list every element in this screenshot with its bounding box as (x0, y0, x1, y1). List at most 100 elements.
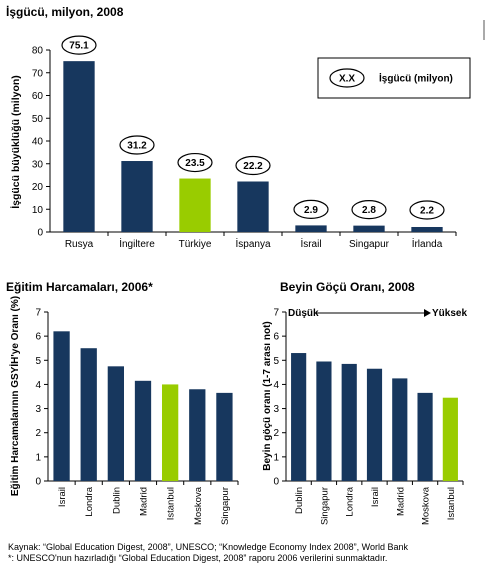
footnote: *: UNESCO'nun hazırladığı “Global Educat… (8, 553, 388, 563)
source-note: Kaynak: “Global Education Digest, 2008”,… (8, 542, 409, 552)
labor-force-value-oval (293, 199, 329, 220)
brain-drain-bar (417, 392, 433, 481)
labor-force-bar (353, 225, 385, 232)
labor-force-bar (63, 61, 95, 233)
brain-drain-bar (392, 378, 408, 481)
labor-force-chart: İşgücü, milyon, 2008 İşgücü büyüklüğü (m… (6, 4, 485, 250)
labor-force-value-label: 31.2 (127, 141, 147, 152)
education-expenditure-bar (80, 348, 97, 481)
education-expenditure-x-label: Moskova (193, 486, 204, 525)
education-expenditure-y-tick-label: 1 (35, 452, 41, 463)
labor-force-y-tick-label: 10 (32, 205, 44, 216)
brain-drain-low-label: Düşük (288, 308, 319, 319)
education-expenditure-chart: Eğitim Harcamaları, 2006* Eğitim Harcama… (6, 280, 239, 525)
brain-drain-y-tick-label: 6 (273, 332, 279, 343)
education-expenditure-x-label: Madrid (139, 487, 150, 516)
education-expenditure-y-tick-label: 2 (35, 428, 41, 439)
labor-force-y-tick-label: 60 (32, 91, 44, 102)
education-expenditure-x-label: Israil (57, 487, 68, 507)
brain-drain-arrow-head (424, 309, 431, 317)
labor-force-value-label: 22.2 (243, 161, 263, 172)
footer: Kaynak: “Global Education Digest, 2008”,… (8, 542, 488, 564)
brain-drain-x-label: Moskova (421, 486, 432, 525)
brain-drain-x-label: Singapur (319, 487, 330, 525)
labor-force-x-label: İrlanda (412, 237, 443, 250)
labor-force-value-oval (61, 35, 97, 55)
brain-drain-x-label-group: Madrid (395, 487, 406, 516)
brain-drain-x-label-group: Dublin (294, 487, 305, 514)
education-expenditure-y-axis-label: Eğitim Harcamalarının GSYİH'ye Oranı (%) (8, 296, 21, 496)
labor-force-y-tick-label: 30 (32, 159, 44, 170)
brain-drain-y-tick-label: 5 (273, 356, 279, 367)
education-expenditure-x-label-group: Singapur (220, 487, 231, 525)
brain-drain-bar (366, 368, 383, 481)
brain-drain-x-label: Dublin (294, 487, 305, 514)
education-expenditure-y-tick-label: 0 (35, 477, 41, 488)
brain-drain-y-tick-label: 7 (273, 308, 279, 319)
education-expenditure-x-label: Londra (84, 486, 95, 516)
education-expenditure-x-label: Singapur (220, 487, 231, 525)
labor-force-bar (237, 181, 269, 232)
brain-drain-bar (341, 363, 357, 481)
labor-force-y-tick-label: 70 (32, 68, 44, 79)
labor-force-value-oval (119, 135, 155, 155)
education-expenditure-bar (107, 366, 124, 481)
brain-drain-y-tick-label: 0 (273, 477, 279, 488)
labor-force-y-tick-label: 50 (32, 114, 44, 125)
labor-force-legend: X.X İşgücü (milyon) (317, 57, 471, 99)
brain-drain-chart-title: Beyin Göçü Oranı, 2008 (280, 280, 415, 294)
brain-drain-bar (316, 361, 332, 481)
education-expenditure-x-label-group: Moskova (193, 486, 204, 525)
education-expenditure-x-label-group: Istanbul (166, 487, 177, 520)
labor-force-y-tick-label: 0 (37, 228, 43, 239)
brain-drain-x-label-group: Singapur (319, 487, 330, 525)
labor-force-y-axis-label-text: İşgücü büyüklüğü (milyon) (9, 75, 22, 209)
labor-force-x-label: İsrail (300, 237, 321, 250)
education-expenditure-x-label-group: Londra (84, 486, 95, 516)
labor-force-bar (121, 161, 153, 232)
labor-force-y-tick-label: 40 (32, 137, 44, 148)
labor-force-x-label: İspanya (235, 237, 270, 250)
brain-drain-x-label-group: Israil (370, 487, 381, 507)
brain-drain-y-tick-label: 2 (273, 428, 279, 439)
education-expenditure-bar (162, 384, 179, 481)
labor-force-y-axis-label: İşgücü büyüklüğü (milyon) (9, 75, 22, 209)
labor-force-value-label: 75.1 (69, 41, 89, 52)
education-expenditure-bar (134, 380, 152, 481)
labor-force-x-label: Singapur (349, 239, 390, 250)
labor-force-bar (411, 226, 443, 232)
education-expenditure-x-label-group: Israil (57, 487, 68, 507)
legend-label: İşgücü (milyon) (379, 72, 453, 85)
brain-drain-y-axis-label-text: Beyin göçü oranı (1-7 arası not) (262, 321, 273, 470)
labor-force-bar (295, 225, 327, 232)
brain-drain-bar (291, 353, 307, 481)
education-expenditure-x-label-group: Dublin (111, 487, 122, 514)
brain-drain-y-tick-label: 3 (273, 404, 279, 415)
brain-drain-x-label-group: Istanbul (446, 487, 457, 520)
brain-drain-x-label: Madrid (395, 487, 406, 516)
brain-drain-x-label: Istanbul (446, 487, 457, 520)
brain-drain-chart: Beyin Göçü Oranı, 2008 Beyin göçü oranı … (262, 280, 467, 525)
brain-drain-y-tick-label: 1 (273, 452, 279, 463)
education-expenditure-x-label: Istanbul (166, 487, 177, 520)
brain-drain-high-label: Yüksek (432, 308, 467, 319)
brain-drain-x-label-group: Moskova (421, 486, 432, 525)
education-expenditure-y-tick-label: 7 (35, 308, 41, 319)
brain-drain-x-label-group: Londra (345, 486, 356, 516)
labor-force-value-oval (177, 152, 213, 173)
education-expenditure-bar (189, 389, 206, 481)
education-expenditure-x-label: Dublin (111, 487, 122, 514)
education-expenditure-bar (216, 392, 233, 481)
labor-force-value-label: 2.9 (304, 205, 318, 216)
brain-drain-y-axis-label: Beyin göçü oranı (1-7 arası not) (262, 321, 273, 470)
education-expenditure-y-axis-label-text: Eğitim Harcamalarının GSYİH'ye Oranı (%) (8, 296, 21, 496)
brain-drain-bar (442, 397, 458, 481)
brain-drain-x-label: Londra (345, 486, 356, 516)
brain-drain-x-label: Israil (370, 487, 381, 507)
labor-force-chart-title: İşgücü, milyon, 2008 (6, 4, 124, 19)
labor-force-x-label: İngiltere (119, 237, 155, 250)
education-expenditure-y-tick-label: 3 (35, 404, 41, 415)
education-expenditure-y-tick-label: 5 (35, 356, 41, 367)
labor-force-x-label: Rusya (65, 239, 94, 250)
labor-force-value-label: 2.2 (420, 206, 434, 217)
